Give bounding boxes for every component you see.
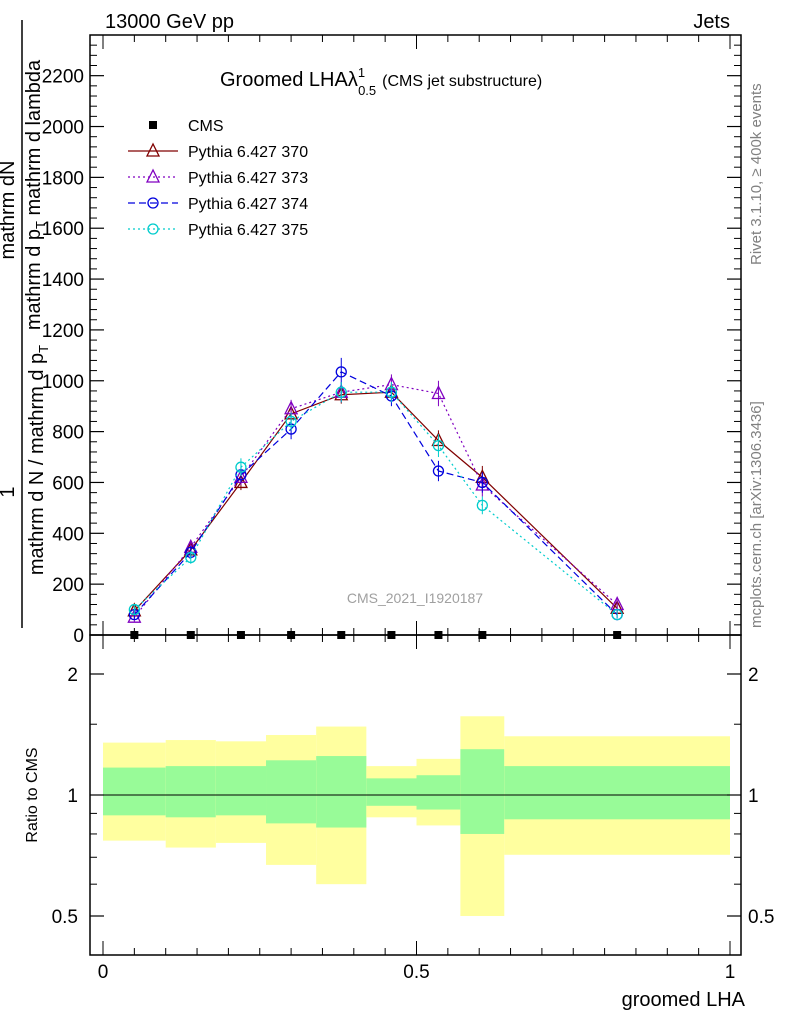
main-ylabel-numerator: 1 [0,486,19,497]
ratio-band-inner [416,775,461,810]
main-ytick-label: 200 [52,575,84,596]
header-right-label: Jets [693,11,730,33]
ratio-band-inner [504,766,730,820]
legend-marker [147,223,159,235]
data-point [431,385,446,400]
main-x-axis [102,35,731,635]
main-ytick-label: 1800 [42,168,84,189]
series-line [133,391,618,612]
legend-marker [149,121,157,129]
analysis-watermark: CMS_2021_I1920187 [347,590,483,606]
series-line [133,371,618,616]
data-point [432,465,445,477]
main-ytick-label: 600 [52,473,84,494]
ratio-band-inner [103,767,166,816]
main-ylabel-line1: mathrm dN [0,161,19,260]
ratio-band-inner [215,766,267,816]
main-y-axis: 0 200 400 600 800 1000 1200 1400 1600 1800 2000 220… [42,44,741,647]
main-ytick-label: 2200 [42,67,84,88]
main-ytick-label: 0 [73,626,84,647]
ratio-xtick-label: 0.5 [403,962,429,983]
header-left-label: 13000 GeV pp [105,11,234,33]
ratio-ytick-label-right: 0.5 [748,907,774,928]
data-point [335,386,347,398]
ratio-y-axis: 0.5 0.5 1 1 2 2 [52,665,775,928]
series-1 [127,383,625,617]
legend-item: CMS [149,118,224,135]
data-point [476,499,488,511]
main-ylabel-line2: mathrm d pT mathrm d lambda [23,59,48,330]
ratio-ytick-label-right: 2 [748,665,759,686]
main-ytick-label: 1000 [42,372,84,393]
main-ytick-label: 1600 [42,219,84,240]
main-ytick-label: 1200 [42,321,84,342]
main-ytick-label: 800 [52,423,84,444]
main-ylabel: 1 mathrm dN mathrm d pT mathrm d lambda … [0,20,51,628]
main-ytick-label: 2000 [42,118,84,139]
legend-label: Pythia 6.427 374 [188,196,308,213]
ratio-band-inner [165,766,216,818]
data-point [476,476,488,489]
legend-item: Pythia 6.427 375 [128,222,308,239]
legend-label: Pythia 6.427 370 [188,144,308,161]
rivet-version-label: Rivet 3.1.10, ≥ 400k events [748,83,765,265]
ratio-band-inner [366,778,417,806]
legend-item: Pythia 6.427 374 [128,196,308,213]
legend-marker [145,168,161,183]
data-point [335,366,347,378]
ratio-xtick-label: 1 [725,962,736,983]
data-point [235,461,247,473]
mcplots-label: mcplots.cern.ch [arXiv:1306.3436] [748,401,765,628]
ratio-band-inner [460,749,505,834]
main-ytick-label: 400 [52,524,84,545]
legend-item: Pythia 6.427 370 [128,142,308,161]
main-ylabel-denominator: mathrm d N / mathrm d pT [26,345,51,575]
legend: CMS Pythia 6.427 370 Pythia 6.427 373 Pythi… [128,118,308,239]
ratio-ylabel: Ratio to CMS [24,747,41,842]
x-axis-label: groomed LHA [622,989,746,1011]
ratio-ytick-label-left: 2 [67,665,78,686]
data-point [285,415,297,428]
ratio-ytick-label-right: 1 [748,786,759,807]
plot-title: Groomed LHAλ1 0.5(CMS jet substructure) [220,65,542,98]
legend-label: Pythia 6.427 375 [188,222,308,239]
series-3 [128,357,623,621]
data-point [611,609,623,621]
data-point [127,608,142,623]
ratio-ytick-label-left: 1 [67,786,78,807]
data-point [128,603,141,616]
legend-marker [145,142,161,157]
legend-label: Pythia 6.427 373 [188,170,308,187]
ratio-band-inner [266,760,317,824]
ratio-bands [103,716,730,916]
legend-marker [147,197,159,209]
series-4 [128,382,623,621]
data-point [185,551,197,564]
series-line [133,383,618,618]
ratio-xtick-label: 0 [98,962,109,983]
legend-label: CMS [188,118,224,135]
data-point [385,386,398,398]
legend-item: Pythia 6.427 373 [128,168,308,187]
ratio-band-inner [316,756,367,828]
ratio-x-axis: 0 0.5 1 [98,635,736,983]
series-line [133,391,618,616]
series-2 [127,374,625,623]
data-point [432,439,445,452]
main-ytick-label: 1400 [42,270,84,291]
ratio-ytick-label-left: 0.5 [52,907,78,928]
